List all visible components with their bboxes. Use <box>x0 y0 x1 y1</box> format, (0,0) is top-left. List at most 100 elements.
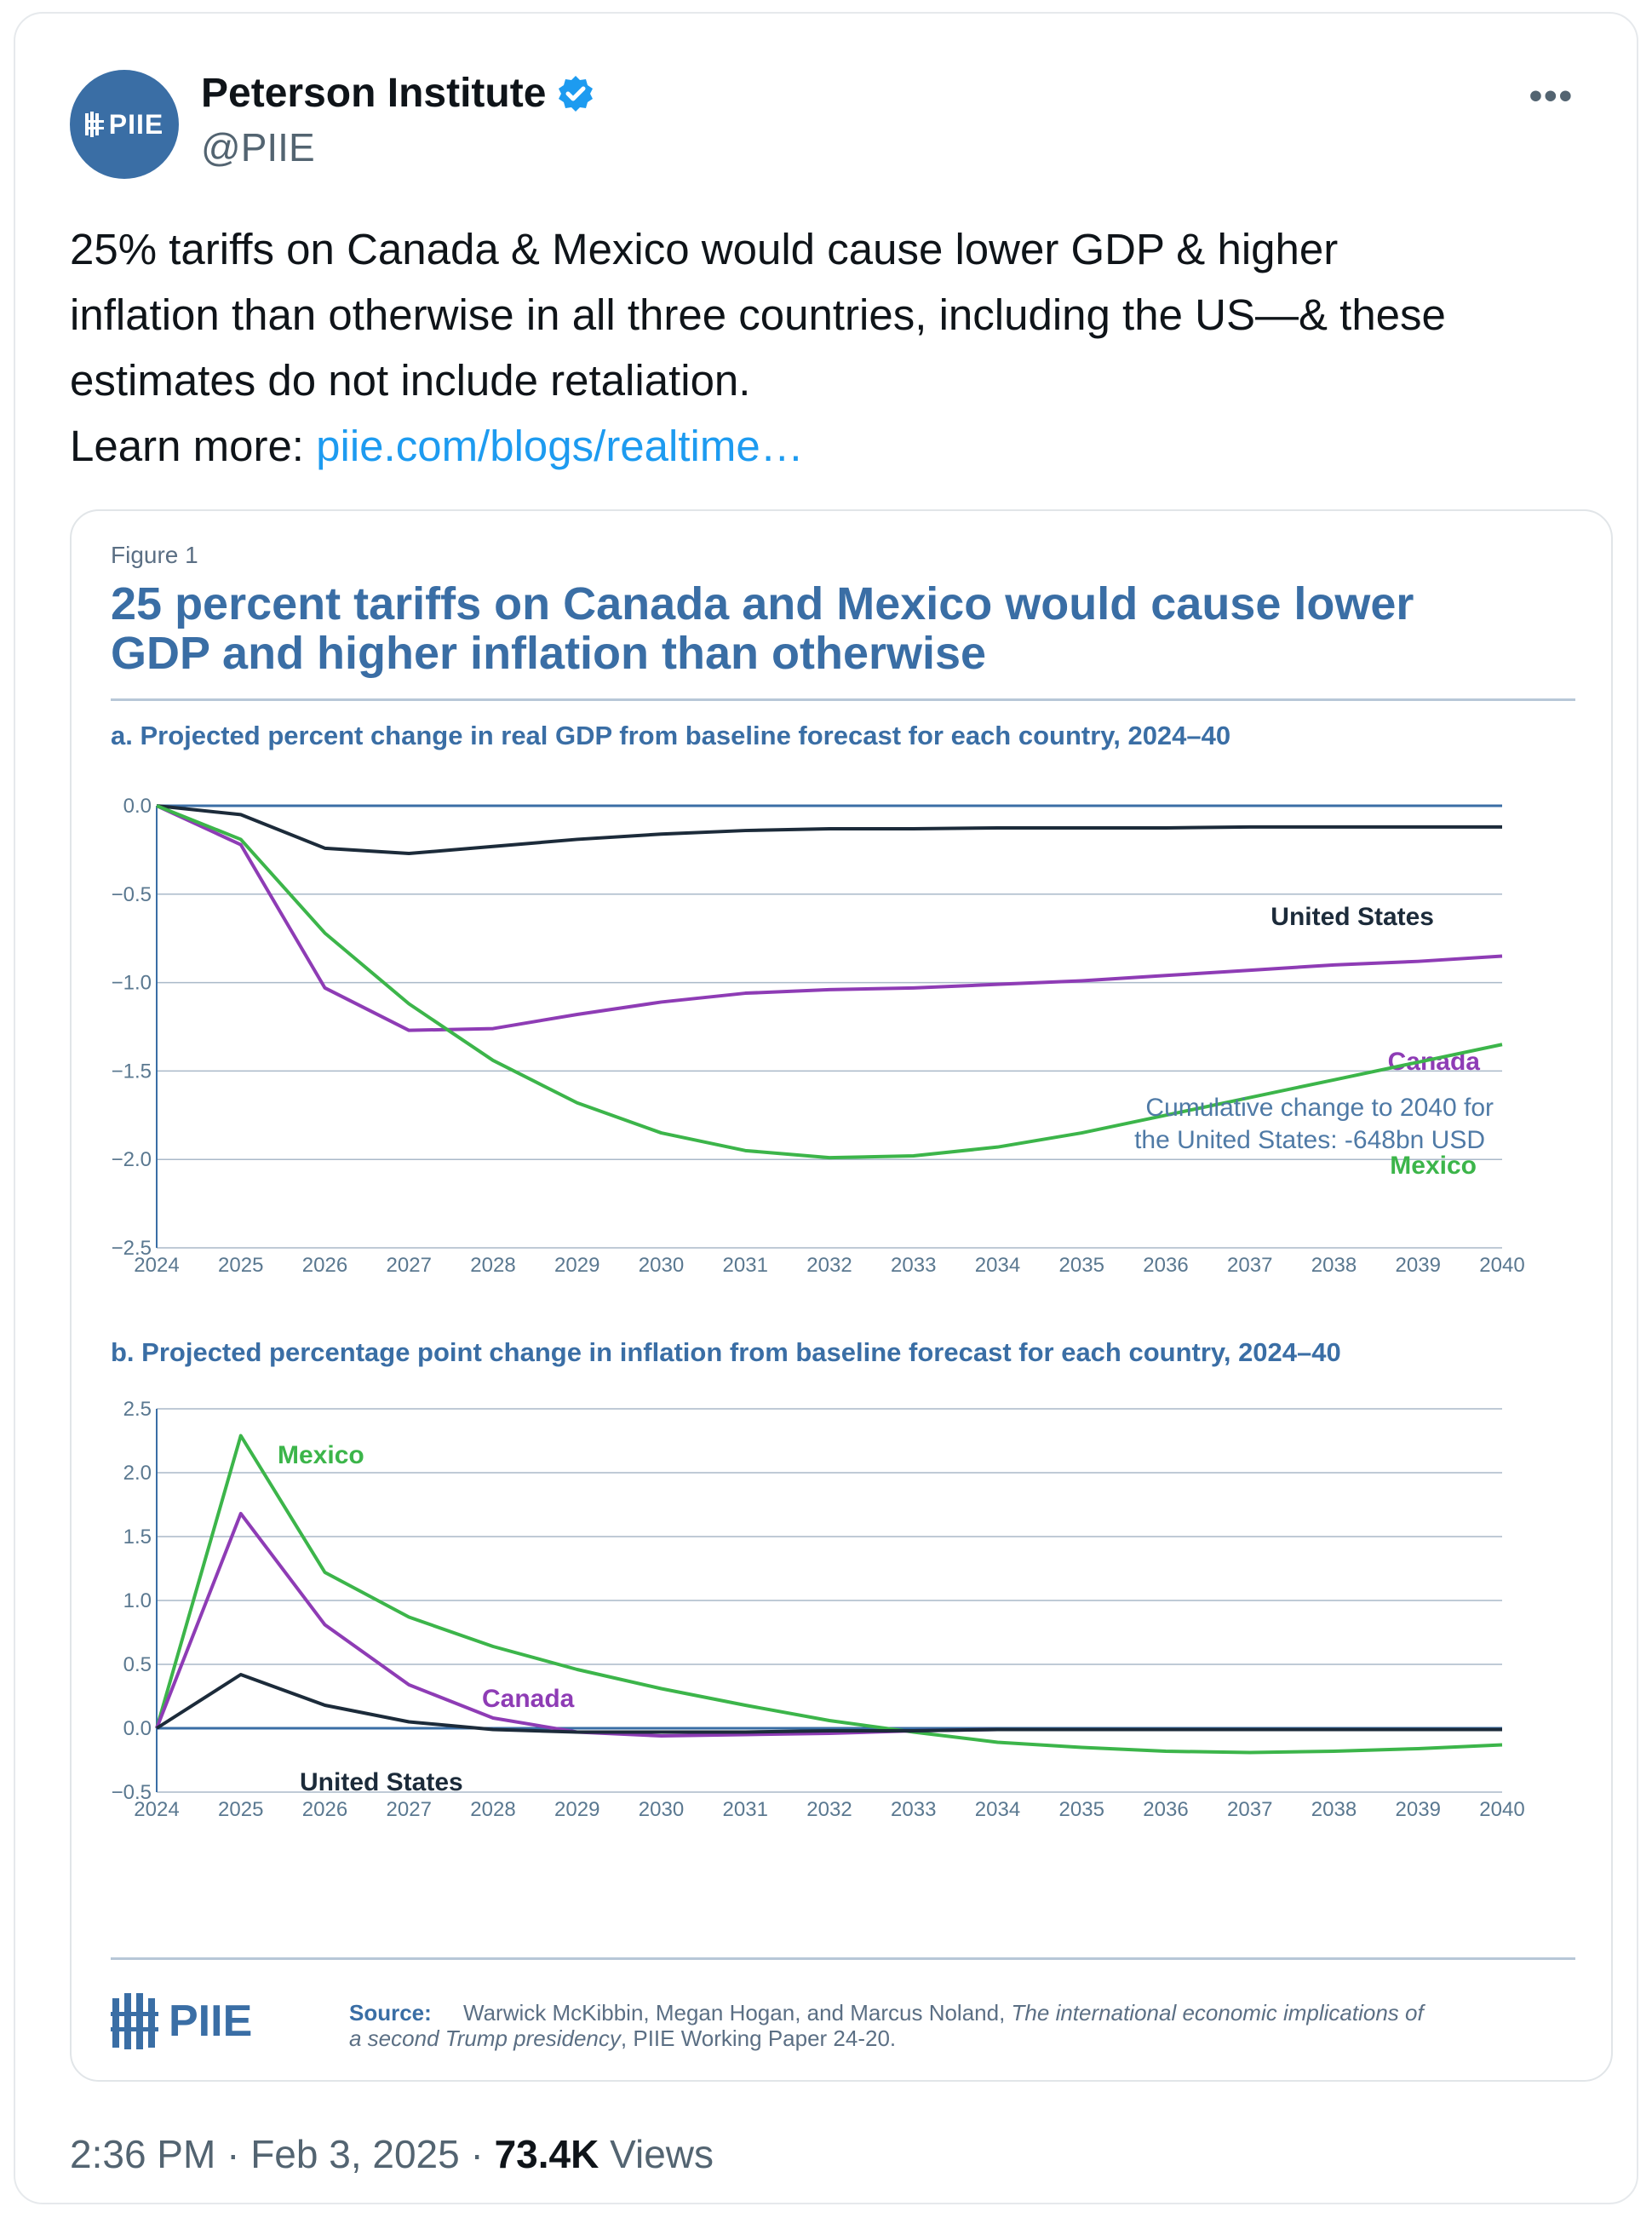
figure-title: 25 percent tariffs on Canada and Mexico … <box>111 579 1575 678</box>
figure-title-line: 25 percent tariffs on Canada and Mexico … <box>111 578 1414 629</box>
series-label-us: United States <box>300 1768 463 1796</box>
x-tick-label: 2035 <box>1059 1254 1104 1277</box>
tweet-meta: 2:36 PM · Feb 3, 2025 · 73.4K Views <box>70 2131 714 2177</box>
source-italic: The international economic implications … <box>1011 2000 1424 2026</box>
figure-title-line: GDP and higher inflation than otherwise <box>111 628 987 679</box>
y-tick-label: −1.0 <box>112 972 152 995</box>
views-count: 73.4K <box>494 2132 599 2176</box>
x-tick-label: 2032 <box>806 1254 852 1277</box>
x-tick-label: 2028 <box>470 1254 515 1277</box>
chart-annotation: the United States: -648bn USD <box>1134 1126 1485 1154</box>
series-line-mexico <box>156 804 1503 1160</box>
y-tick-label: −0.5 <box>112 1781 152 1804</box>
x-tick-label: 2026 <box>302 1254 347 1277</box>
verified-badge-icon <box>559 75 594 112</box>
x-tick-label: 2036 <box>1143 1798 1188 1821</box>
x-tick-label: 2028 <box>470 1798 515 1821</box>
x-tick-label: 2031 <box>723 1798 768 1821</box>
x-tick-label: 2035 <box>1059 1798 1104 1821</box>
timestamp[interactable]: 2:36 PM · Feb 3, 2025 · <box>70 2132 495 2176</box>
y-tick-label: 1.0 <box>123 1589 152 1612</box>
y-tick-label: −1.5 <box>112 1060 152 1083</box>
series-label-mexico: Mexico <box>1390 1152 1477 1180</box>
x-tick-label: 2026 <box>302 1798 347 1821</box>
tweet-text-line: 25% tariffs on Canada & Mexico would cau… <box>70 225 1339 273</box>
x-tick-label: 2038 <box>1311 1254 1357 1277</box>
inflation-chart-title: b. Projected percentage point change in … <box>111 1337 1341 1367</box>
series-line-canada <box>155 1512 1502 1738</box>
x-tick-label: 2030 <box>639 1254 684 1277</box>
source-authors: Warwick McKibbin, Megan Hogan, and Marcu… <box>463 2000 1012 2026</box>
learn-more-label: Learn more: <box>70 422 317 470</box>
y-tick-label: 0.0 <box>123 795 152 818</box>
x-tick-label: 2032 <box>806 1798 852 1821</box>
piie-building-icon <box>111 1993 158 2049</box>
series-label-us: United States <box>1271 903 1434 931</box>
tweet-card: PIIE Peterson Institute @PIIE ••• 25% ta… <box>14 12 1638 2204</box>
x-tick-label: 2025 <box>218 1798 263 1821</box>
avatar-logo: PIIE <box>84 108 164 141</box>
y-tick-label: 1.5 <box>123 1526 152 1549</box>
x-tick-label: 2025 <box>218 1254 263 1277</box>
tweet-text-line: estimates do not include retaliation. <box>70 356 751 405</box>
x-tick-label: 2040 <box>1479 1254 1524 1277</box>
x-tick-label: 2039 <box>1396 1254 1441 1277</box>
x-tick-label: 2034 <box>975 1798 1020 1821</box>
piie-logo-text: PIIE <box>169 1997 253 2046</box>
x-tick-label: 2029 <box>554 1798 599 1821</box>
more-options-icon[interactable]: ••• <box>1529 75 1574 117</box>
divider <box>111 1957 1575 1960</box>
avatar[interactable]: PIIE <box>70 70 179 179</box>
tweet-learn-more: Learn more: piie.com/blogs/realtime… <box>70 413 1620 479</box>
x-tick-label: 2033 <box>891 1254 936 1277</box>
x-tick-label: 2040 <box>1479 1798 1524 1821</box>
piie-logo: PIIE <box>111 1991 252 2051</box>
tweet-text: 25% tariffs on Canada & Mexico would cau… <box>70 216 1620 479</box>
views-label: Views <box>599 2132 714 2176</box>
y-tick-label: −2.5 <box>112 1237 152 1260</box>
x-tick-label: 2029 <box>554 1254 599 1277</box>
x-tick-label: 2024 <box>134 1798 179 1821</box>
divider <box>111 698 1575 701</box>
series-label-mexico: Mexico <box>278 1441 364 1469</box>
x-tick-label: 2031 <box>723 1254 768 1277</box>
series-line-mexico <box>155 1434 1503 1755</box>
author-row: Peterson Institute <box>201 70 595 117</box>
x-tick-label: 2027 <box>387 1798 432 1821</box>
series-line-canada <box>156 804 1503 1032</box>
author-handle[interactable]: @PIIE <box>201 125 315 170</box>
gdp-chart-title: a. Projected percent change in real GDP … <box>111 721 1231 750</box>
y-tick-label: 2.5 <box>123 1398 152 1421</box>
source-italic: a second Trump presidency <box>349 2026 621 2051</box>
source-text: Warwick McKibbin, Megan Hogan, and Marcu… <box>349 2000 1567 2051</box>
building-icon <box>84 112 104 137</box>
y-tick-label: 0.0 <box>123 1717 152 1740</box>
x-tick-label: 2037 <box>1227 1798 1272 1821</box>
x-tick-label: 2027 <box>387 1254 432 1277</box>
series-line-us <box>156 804 1502 856</box>
author-name[interactable]: Peterson Institute <box>201 71 547 116</box>
article-link[interactable]: piie.com/blogs/realtime… <box>316 422 804 470</box>
x-tick-label: 2024 <box>134 1254 179 1277</box>
avatar-text: PIIE <box>108 108 164 140</box>
y-tick-label: −2.0 <box>112 1148 152 1171</box>
series-label-canada: Canada <box>482 1685 575 1713</box>
source-paper: , PIIE Working Paper 24-20. <box>620 2026 897 2051</box>
x-tick-label: 2039 <box>1396 1798 1441 1821</box>
tweet-text-line: inflation than otherwise in all three co… <box>70 290 1446 339</box>
x-tick-label: 2037 <box>1227 1254 1272 1277</box>
y-tick-label: 2.0 <box>123 1462 152 1485</box>
figure-image[interactable]: Figure 1 25 percent tariffs on Canada an… <box>70 509 1613 2082</box>
x-tick-label: 2034 <box>975 1254 1020 1277</box>
series-line-us <box>155 1673 1502 1734</box>
x-tick-label: 2030 <box>639 1798 684 1821</box>
y-tick-label: 0.5 <box>123 1653 152 1676</box>
source-label: Source: <box>349 2000 432 2026</box>
x-tick-label: 2038 <box>1311 1798 1357 1821</box>
x-tick-label: 2036 <box>1143 1254 1188 1277</box>
x-tick-label: 2033 <box>891 1798 936 1821</box>
y-tick-label: −0.5 <box>112 883 152 906</box>
figure-label: Figure 1 <box>111 542 198 568</box>
